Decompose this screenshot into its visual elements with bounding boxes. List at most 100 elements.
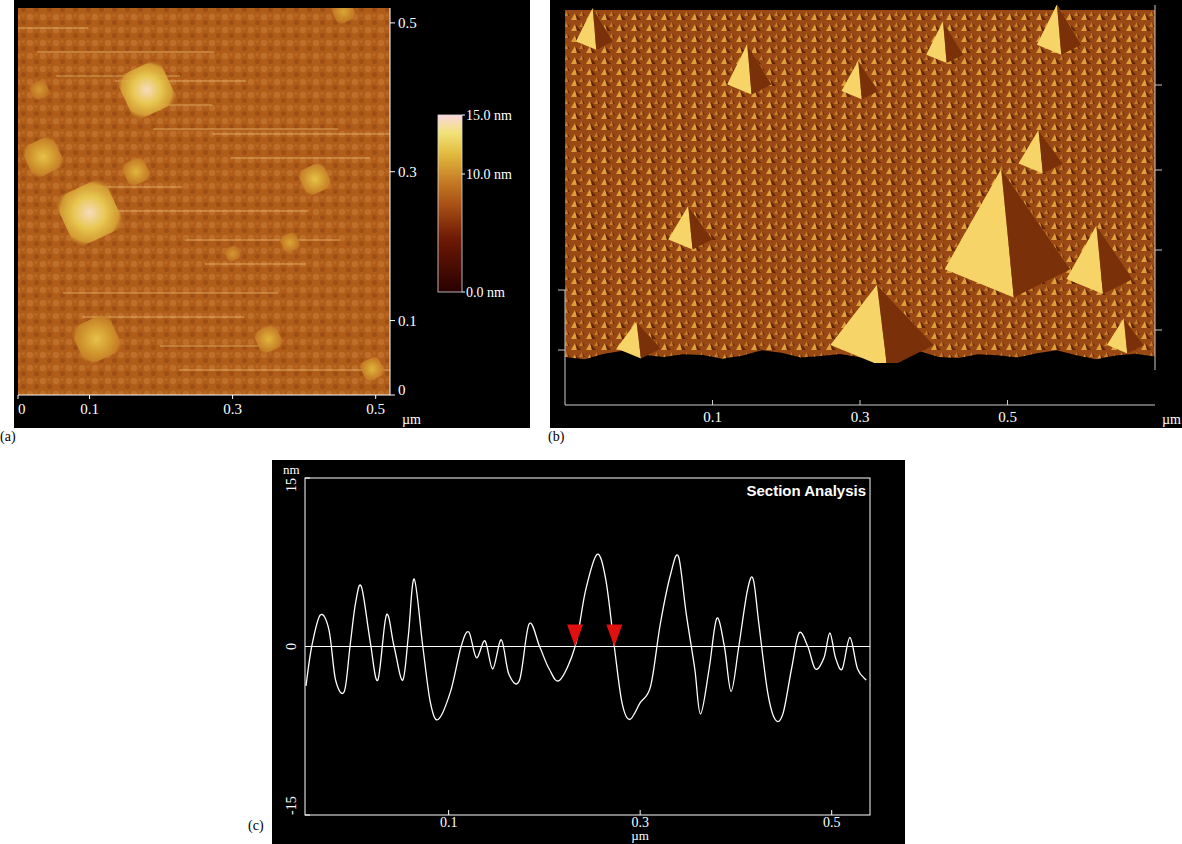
x-tick-label: 0.5	[366, 401, 385, 417]
panel-label: (c)	[248, 818, 264, 834]
y-tick	[305, 815, 310, 816]
surface-b	[565, 5, 1155, 363]
x-tick-label: 0.1	[703, 409, 722, 425]
x-tick-label: 0.3	[851, 409, 870, 425]
particle	[28, 79, 51, 102]
particle	[297, 161, 333, 197]
y-axis-line	[390, 8, 391, 395]
scan-streak	[18, 27, 88, 29]
colorbar-label: 10.0 nm	[466, 167, 512, 182]
plot-frame	[305, 478, 870, 815]
x-tick	[89, 395, 90, 399]
axis-tick	[1155, 250, 1162, 251]
y-tick	[390, 171, 395, 172]
x-tick	[375, 395, 376, 399]
colorbar-label: 15.0 nm	[466, 108, 512, 123]
peak-face	[1096, 226, 1133, 294]
panel-a-background	[14, 0, 530, 428]
colorbar-tick	[462, 115, 465, 116]
cursor-marker	[567, 625, 583, 647]
colorbar-tick	[462, 292, 465, 293]
peak	[727, 44, 771, 94]
scan-streak	[153, 128, 338, 130]
x-tick-label: 0.5	[998, 409, 1017, 425]
y-tick-label: 0	[398, 382, 406, 398]
peak-face	[1039, 130, 1063, 173]
y-tick	[390, 320, 395, 321]
left-axis-line	[565, 290, 566, 405]
peak-face	[637, 322, 661, 359]
figure: 00.10.30.5µm00.10.30.515.0 nm10.0 nm0.0 …	[0, 0, 1182, 844]
panel-b-background	[550, 0, 1182, 428]
y-tick-label: 0.3	[398, 164, 417, 180]
particle	[53, 176, 126, 249]
colorbar	[438, 115, 462, 292]
x-tick	[1007, 400, 1008, 405]
peak	[831, 285, 934, 363]
peak	[1107, 318, 1144, 353]
particle	[253, 323, 285, 355]
grain-texture	[18, 8, 390, 395]
peak-face	[747, 44, 771, 94]
peak	[576, 8, 613, 50]
peak	[668, 206, 712, 249]
y-tick-label: 0	[284, 643, 299, 650]
x-axis-line	[18, 395, 390, 396]
peak-face	[943, 21, 963, 63]
y-tick	[305, 478, 310, 479]
axis-tick	[558, 350, 565, 351]
scan-streak	[37, 51, 214, 53]
peak-face	[877, 285, 934, 363]
zero-line	[305, 646, 870, 647]
particle	[70, 312, 124, 366]
x-axis-label: µm	[1162, 412, 1181, 427]
particle	[20, 134, 65, 179]
scan-streak	[205, 263, 306, 265]
y-tick-label: 15	[284, 478, 299, 492]
x-tick	[860, 400, 861, 405]
x-tick-label: 0	[18, 401, 26, 417]
cursor-marker	[606, 625, 622, 647]
x-tick-label: 0.1	[440, 815, 458, 830]
particle	[279, 231, 302, 254]
peak-face	[1124, 318, 1144, 353]
particle	[120, 156, 152, 188]
panel-c-background	[272, 460, 905, 844]
y-tick	[390, 22, 395, 23]
colorbar-tick	[462, 174, 465, 175]
panel-label: (b)	[548, 429, 565, 445]
particle	[330, 8, 357, 25]
image-a	[18, 8, 390, 395]
scan-streak	[179, 369, 390, 371]
peak-face	[1001, 169, 1070, 297]
scan-streak	[63, 292, 278, 294]
x-tick-label: 0.1	[80, 401, 99, 417]
surface-ground	[565, 10, 1155, 359]
peak	[617, 322, 661, 359]
profile-line	[306, 554, 866, 721]
peak-face	[858, 61, 878, 99]
panel-label: (a)	[0, 429, 16, 445]
scan-streak	[212, 133, 390, 135]
peak-face	[593, 8, 613, 50]
x-axis-label: µm	[631, 828, 649, 843]
particle	[115, 58, 179, 122]
particle	[359, 355, 386, 382]
y-tick	[305, 646, 310, 647]
y-tick-label: -15	[284, 796, 299, 815]
substrate	[18, 8, 390, 395]
axis-tick	[558, 290, 565, 291]
x-axis-label: µm	[402, 412, 421, 427]
x-tick-label: 0.5	[823, 815, 841, 830]
peak-face	[1057, 5, 1081, 55]
particle	[224, 245, 242, 263]
x-tick	[232, 395, 233, 399]
x-tick	[712, 400, 713, 405]
peak	[945, 169, 1070, 297]
peak	[842, 61, 879, 99]
right-axis-line	[1155, 5, 1156, 370]
y-tick-label: 0.5	[398, 15, 417, 31]
peak	[1067, 226, 1133, 294]
peak-face	[688, 206, 712, 249]
y-tick-label: 0.1	[398, 313, 417, 329]
